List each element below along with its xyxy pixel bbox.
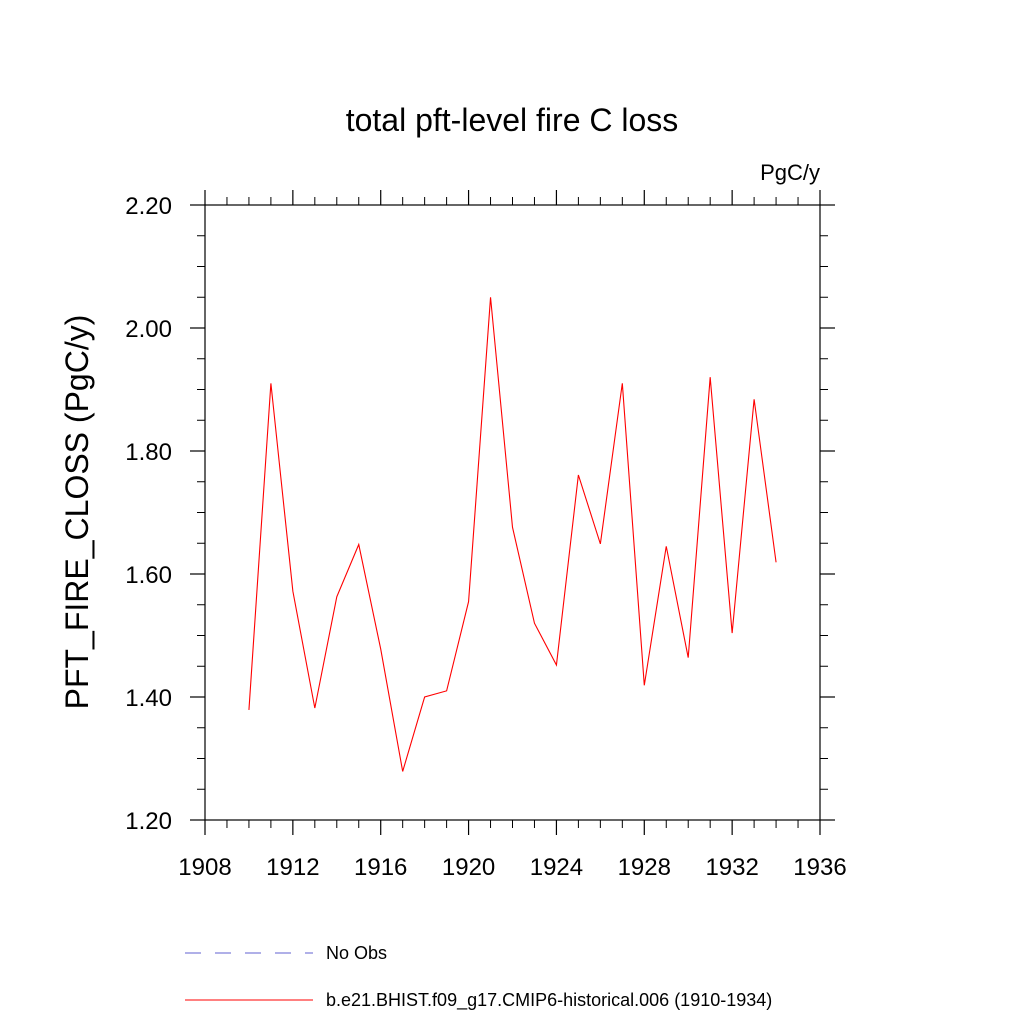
- x-tick-label: 1916: [354, 854, 407, 881]
- x-tick-label: 1928: [618, 854, 671, 881]
- x-tick-label: 1924: [530, 854, 583, 881]
- series-layer: [248, 297, 777, 772]
- y-tick-label: 1.80: [125, 439, 172, 466]
- y-tick-label: 2.20: [125, 193, 172, 220]
- y-tick-label: 1.40: [125, 685, 172, 712]
- x-tick-label: 1920: [442, 854, 495, 881]
- legend-label-no-obs: No Obs: [326, 943, 387, 963]
- legend: No Obs b.e21.BHIST.f09_g17.CMIP6-histori…: [185, 943, 772, 1011]
- x-tick-label: 1936: [793, 854, 846, 881]
- x-tick-label: 1908: [178, 854, 231, 881]
- y-tick-label: 1.20: [125, 808, 172, 835]
- x-tick-label: 1912: [266, 854, 319, 881]
- chart-title: total pft-level fire C loss: [346, 102, 679, 138]
- units-label: PgC/y: [760, 160, 820, 185]
- y-tick-label: 2.00: [125, 316, 172, 343]
- axis-ticks: 1908 1912 1916 1920 1924 1928 1932 1936 1.20 1.40…: [125, 190, 847, 881]
- series-line: [248, 297, 777, 772]
- y-axis-label: PFT_FIRE_CLOSS (PgC/y): [59, 315, 95, 710]
- plot-frame: [204, 204, 821, 821]
- y-tick-label: 1.60: [125, 562, 172, 589]
- x-tick-label: 1932: [705, 854, 758, 881]
- legend-label-historical: b.e21.BHIST.f09_g17.CMIP6-historical.006…: [326, 990, 772, 1011]
